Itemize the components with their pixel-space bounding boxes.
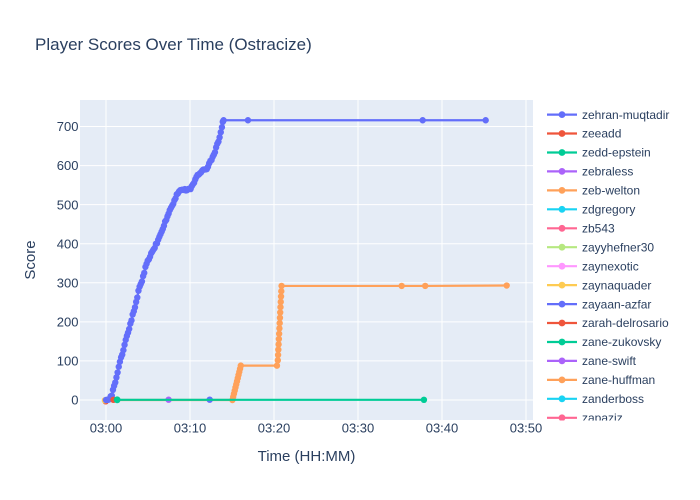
svg-text:200: 200 [57,314,79,329]
svg-text:03:20: 03:20 [258,421,291,436]
svg-text:0: 0 [71,393,78,408]
svg-text:zaynaquader: zaynaquader [582,278,651,292]
svg-text:zane-huffman: zane-huffman [582,373,655,387]
svg-text:03:40: 03:40 [426,421,459,436]
svg-text:zaynexotic: zaynexotic [582,259,639,273]
svg-text:zedd-epstein: zedd-epstein [582,146,651,160]
svg-text:03:30: 03:30 [342,421,375,436]
svg-text:zayaan-azfar: zayaan-azfar [582,297,651,311]
svg-text:600: 600 [57,158,79,173]
svg-text:700: 700 [57,119,79,134]
svg-text:zarah-delrosario: zarah-delrosario [582,316,669,330]
svg-text:400: 400 [57,236,79,251]
svg-text:zanderboss: zanderboss [582,392,644,406]
svg-text:zane-zukovsky: zane-zukovsky [582,335,661,349]
svg-text:zebraless: zebraless [582,165,633,179]
svg-text:100: 100 [57,354,79,369]
svg-text:Time (HH:MM): Time (HH:MM) [258,448,356,465]
svg-text:500: 500 [57,197,79,212]
svg-text:Score: Score [22,240,39,279]
svg-text:zeb-welton: zeb-welton [582,184,640,198]
svg-text:03:50: 03:50 [510,421,543,436]
svg-text:zayyhefner30: zayyhefner30 [582,240,654,254]
svg-text:zdgregory: zdgregory [582,203,635,217]
svg-text:zapaziz: zapaziz [582,411,623,425]
svg-text:03:00: 03:00 [90,421,123,436]
svg-text:zeeadd: zeeadd [582,127,621,141]
svg-text:Player Scores Over Time (Ostra: Player Scores Over Time (Ostracize) [35,35,312,54]
svg-text:zehran-muqtadir: zehran-muqtadir [582,108,669,122]
svg-text:03:10: 03:10 [174,421,207,436]
svg-text:zane-swift: zane-swift [582,354,637,368]
svg-text:zb543: zb543 [582,222,615,236]
svg-text:300: 300 [57,275,79,290]
